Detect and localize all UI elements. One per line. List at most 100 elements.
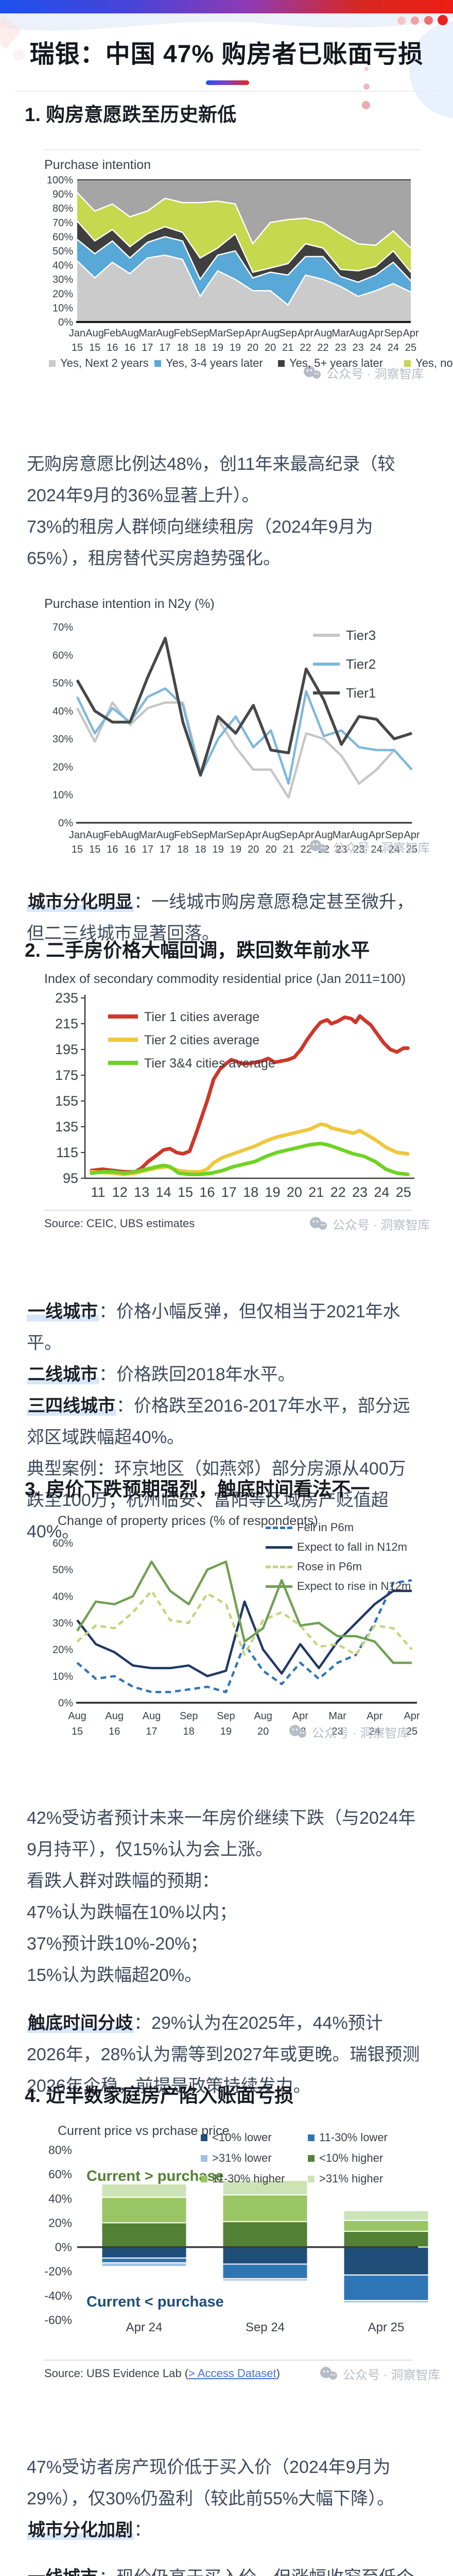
highlight-text: 城市分化明显 bbox=[27, 892, 134, 912]
svg-text:15: 15 bbox=[72, 342, 83, 353]
svg-text:15: 15 bbox=[72, 844, 83, 855]
svg-text:Mar: Mar bbox=[328, 1710, 346, 1722]
svg-text:18: 18 bbox=[177, 342, 188, 353]
svg-text:155: 155 bbox=[55, 1093, 78, 1109]
dot-decoration bbox=[362, 101, 370, 109]
line-plot: 0% 10% 20% 30% 40% 50% 60% Aug 15 Aug 16 Aug 17 Sep 18… bbox=[53, 1538, 420, 1737]
svg-text:24: 24 bbox=[371, 844, 382, 855]
svg-text:20%: 20% bbox=[53, 761, 73, 773]
highlight-text: 城市分化加剧 bbox=[27, 2520, 134, 2540]
svg-text:50%: 50% bbox=[53, 678, 73, 689]
svg-text:18: 18 bbox=[183, 1726, 195, 1737]
legend-item: <10% higher bbox=[308, 2151, 383, 2165]
svg-text:95: 95 bbox=[63, 1171, 78, 1186]
svg-text:24: 24 bbox=[388, 342, 399, 353]
svg-text:15: 15 bbox=[178, 1184, 193, 1199]
text-segment: 47%受访者房产现价低于买入价（2024年9月为29%），仅30%仍盈利（较此前… bbox=[27, 2458, 395, 2509]
text-segment: 15%认为跌幅超20%。 bbox=[27, 1965, 202, 1985]
highlight-text: 二线城市 bbox=[27, 1365, 99, 1384]
svg-text:Sep: Sep bbox=[191, 829, 210, 841]
svg-text:Jan: Jan bbox=[69, 328, 85, 339]
svg-text:21: 21 bbox=[283, 844, 294, 855]
svg-text:16: 16 bbox=[199, 1184, 215, 1199]
svg-text:11: 11 bbox=[91, 1184, 105, 1199]
svg-text:60%: 60% bbox=[53, 650, 73, 661]
access-dataset-link[interactable]: > Access Dataset bbox=[188, 2367, 276, 2380]
highlight-text: 三四线城市 bbox=[27, 1396, 116, 1416]
paragraph: 42%受访者预计未来一年房价继续下跌（与2024年9月持平），仅15%认为会上涨… bbox=[27, 1803, 420, 1991]
watermark: 公众号 · 洞察智库 bbox=[288, 1723, 409, 1741]
legend-label: Rose in P6m bbox=[297, 1560, 362, 1573]
wechat-icon bbox=[304, 365, 321, 379]
legend-label: Fell in P6m bbox=[297, 1521, 354, 1534]
text-segment: 73%的租房人群倾向继续租房（2024年9月为65%），租房替代买房趋势强化。 bbox=[27, 517, 373, 568]
svg-text:Aug: Aug bbox=[85, 328, 104, 339]
svg-text:15: 15 bbox=[89, 844, 100, 855]
svg-text:16: 16 bbox=[124, 342, 135, 353]
svg-text:Apr: Apr bbox=[367, 1710, 382, 1722]
svg-text:Apr: Apr bbox=[245, 328, 260, 339]
svg-text:30%: 30% bbox=[53, 734, 73, 745]
svg-text:60%: 60% bbox=[53, 1538, 73, 1549]
dot-decoration bbox=[411, 16, 419, 25]
svg-text:Tier2: Tier2 bbox=[346, 656, 376, 672]
divider bbox=[44, 1210, 412, 1211]
svg-text:Apr: Apr bbox=[404, 829, 420, 841]
legend-item: Yes, not decided bbox=[404, 357, 453, 370]
text-segment: 42%受访者预计未来一年房价继续下跌（与2024年9月持平），仅15%认为会上涨… bbox=[27, 1808, 416, 1859]
line-plot: 0%10%20%30%40%50%60%70%Jan15Aug15Feb16Au… bbox=[53, 622, 420, 855]
svg-text:20%: 20% bbox=[48, 2216, 72, 2229]
section-heading-3: 3. 房价下跌预期强烈，触底时间看法不一 bbox=[25, 1479, 370, 1500]
dot-decoration bbox=[363, 83, 370, 90]
svg-text:Feb: Feb bbox=[174, 829, 191, 841]
svg-text:20: 20 bbox=[265, 342, 276, 353]
svg-text:80%: 80% bbox=[48, 2143, 72, 2157]
svg-text:235: 235 bbox=[55, 990, 78, 1006]
svg-text:215: 215 bbox=[55, 1016, 78, 1031]
svg-text:Aug: Aug bbox=[68, 1710, 86, 1722]
svg-text:Apr 25: Apr 25 bbox=[368, 2320, 405, 2334]
text-segment: 47%认为跌幅在10%以内； bbox=[27, 1903, 237, 1922]
svg-text:70%: 70% bbox=[53, 622, 73, 633]
svg-text:70%: 70% bbox=[53, 217, 73, 229]
svg-text:23: 23 bbox=[353, 844, 364, 855]
svg-text:24: 24 bbox=[369, 1726, 380, 1737]
legend-label: Expect to rise in N12m bbox=[297, 1580, 411, 1592]
svg-text:Aug: Aug bbox=[262, 829, 281, 841]
svg-text:Sep: Sep bbox=[180, 1710, 198, 1722]
svg-text:13: 13 bbox=[134, 1184, 149, 1199]
svg-text:135: 135 bbox=[55, 1119, 78, 1134]
svg-text:Sep: Sep bbox=[384, 328, 403, 339]
svg-text:40%: 40% bbox=[48, 2192, 72, 2205]
svg-text:-60%: -60% bbox=[44, 2313, 72, 2327]
text-segment: ： bbox=[134, 2520, 151, 2540]
legend-item: <10% lower bbox=[201, 2131, 272, 2144]
svg-text:Apr 24: Apr 24 bbox=[126, 2320, 163, 2334]
svg-text:17: 17 bbox=[142, 342, 153, 353]
annotation-current-lt-purchase: Current < purchase bbox=[86, 2294, 224, 2310]
svg-text:Aug: Aug bbox=[254, 1710, 272, 1722]
svg-text:25: 25 bbox=[405, 342, 416, 353]
svg-text:Aug: Aug bbox=[156, 328, 175, 339]
legend-label: >31% lower bbox=[212, 2151, 272, 2164]
legend-label: <10% higher bbox=[319, 2151, 384, 2164]
chart-title: Purchase intention in N2y (%) bbox=[44, 597, 215, 611]
paragraph: 城市分化明显：一线城市购房意愿稳定甚至微升，但二三线城市显著回落。 bbox=[27, 887, 420, 950]
svg-text:Apr: Apr bbox=[369, 829, 385, 841]
legend-label: Expect to fall in N12m bbox=[297, 1540, 407, 1553]
section-heading-4: 4. 近半数家庭房产陷入账面亏损 bbox=[25, 2085, 294, 2106]
svg-text:24: 24 bbox=[389, 844, 400, 855]
legend-label: 11-30% lower bbox=[319, 2131, 388, 2144]
svg-text:22: 22 bbox=[317, 342, 328, 353]
svg-text:10%: 10% bbox=[53, 1671, 73, 1682]
svg-text:Tier 2 cities average: Tier 2 cities average bbox=[144, 1033, 259, 1047]
chart-purchase-intention-n2y: Purchase intention in N2y (%) 0% 10% 20% 30… bbox=[0, 597, 453, 869]
svg-text:Sep: Sep bbox=[385, 829, 404, 841]
legend-item: Yes, Next 2 years bbox=[49, 357, 149, 370]
svg-text:20: 20 bbox=[257, 1726, 269, 1737]
svg-text:Mar: Mar bbox=[333, 829, 351, 841]
svg-text:10%: 10% bbox=[53, 790, 73, 801]
svg-text:Feb: Feb bbox=[173, 328, 191, 339]
legend-item: >31% higher bbox=[308, 2172, 383, 2185]
